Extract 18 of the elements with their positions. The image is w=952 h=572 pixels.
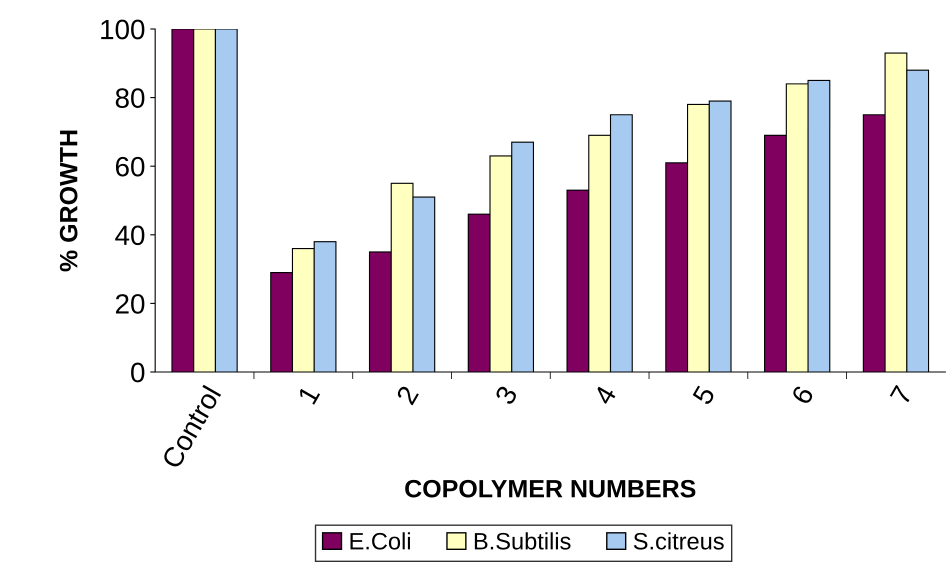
legend-label: S.citreus: [634, 532, 724, 550]
legend-label: E.Coli: [350, 532, 410, 550]
y-tick-label: 80: [116, 88, 144, 108]
x-tick-label: 4: [593, 384, 617, 406]
y-axis-title: % GROWTH: [60, 130, 78, 272]
x-tick-label: 2: [396, 384, 419, 406]
y-tick-label: 40: [115, 225, 144, 246]
x-tick-label: 5: [692, 384, 716, 406]
y-tick-label: 60: [116, 156, 144, 177]
y-tick-label: 20: [116, 294, 144, 314]
x-tick-label: 6: [790, 384, 814, 406]
y-tick-label: 100: [101, 20, 144, 40]
legend-label: B.Subtilis: [474, 532, 571, 550]
x-tick-label: 7: [890, 384, 913, 406]
x-axis-title: COPOLYMER NUMBERS: [405, 480, 696, 498]
x-tick-label: 1: [298, 384, 320, 405]
x-tick-label: 3: [494, 384, 518, 406]
y-tick-label: 0: [131, 362, 144, 382]
